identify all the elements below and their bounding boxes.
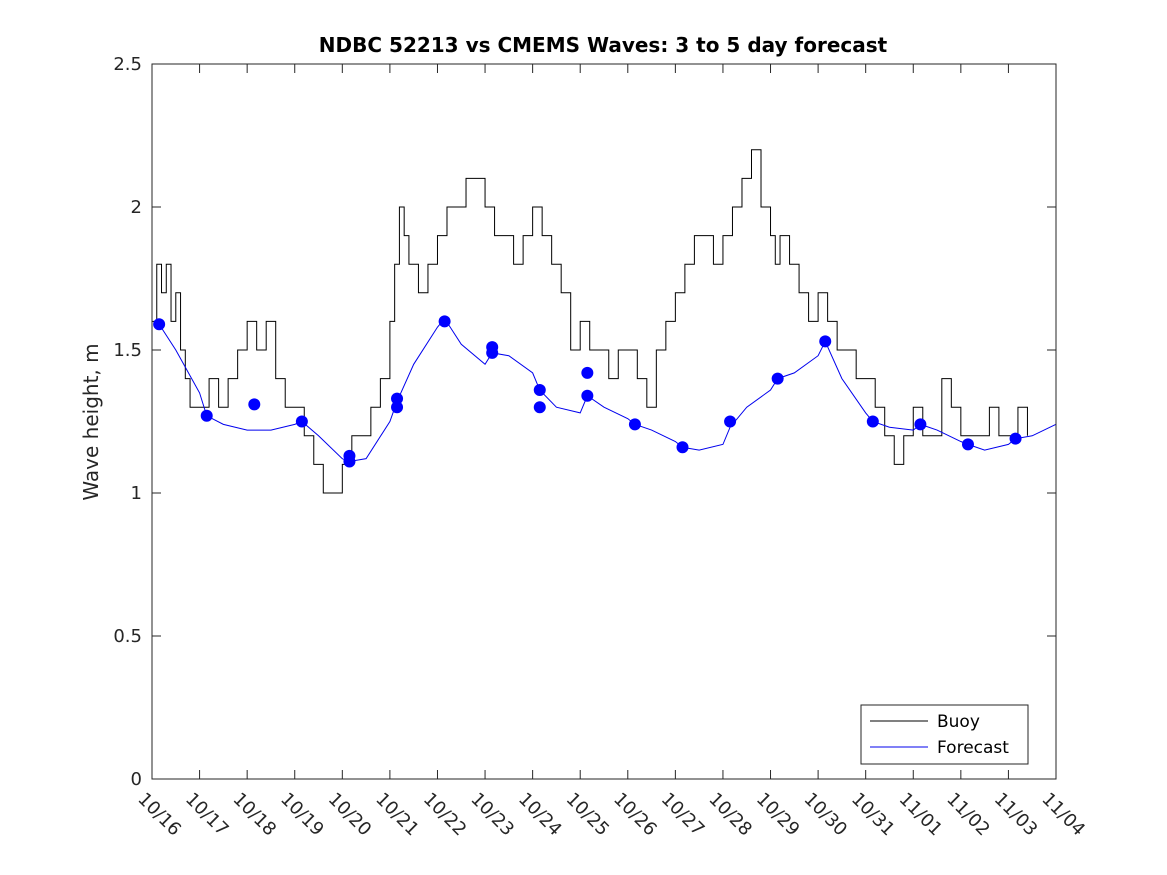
axes-box (151, 63, 1057, 780)
y-tick-label: 1.5 (113, 340, 142, 361)
forecast-marker (724, 415, 737, 428)
legend-box (860, 704, 1029, 765)
y-tick-label: 2.5 (113, 54, 142, 75)
y-tick-label: 2 (131, 197, 142, 218)
forecast-marker (391, 392, 404, 405)
forecast-marker (533, 401, 546, 414)
forecast-marker (248, 398, 261, 411)
legend: Buoy Forecast (860, 704, 1029, 765)
plot-area (152, 149, 1057, 494)
y-axis-label: Wave height, m (79, 343, 103, 500)
forecast-marker (533, 384, 546, 397)
forecast-marker (486, 346, 499, 359)
forecast-marker (391, 401, 404, 414)
forecast-marker (295, 415, 308, 428)
forecast-marker (581, 366, 594, 379)
y-tick-label: 0.5 (113, 626, 142, 647)
legend-forecast-label: Forecast (937, 738, 1009, 758)
forecast-marker (200, 409, 213, 422)
forecast-marker (628, 418, 641, 431)
forecast-marker (819, 335, 832, 348)
forecast-marker (866, 415, 879, 428)
forecast-marker (914, 418, 927, 431)
forecast-marker (771, 372, 784, 385)
series-line-buoy (152, 149, 1028, 494)
y-tick-label: 0 (131, 769, 142, 790)
legend-buoy-label: Buoy (937, 712, 980, 732)
forecast-marker (438, 315, 451, 328)
forecast-marker (581, 389, 594, 402)
chart-title: NDBC 52213 vs CMEMS Waves: 3 to 5 day fo… (319, 33, 888, 57)
y-tick-label: 1 (131, 483, 142, 504)
forecast-marker (676, 441, 689, 454)
series-line-forecast (158, 317, 1057, 463)
forecast-marker (961, 438, 974, 451)
forecast-marker (153, 318, 166, 331)
forecast-marker (1009, 432, 1022, 445)
forecast-marker (343, 455, 356, 468)
